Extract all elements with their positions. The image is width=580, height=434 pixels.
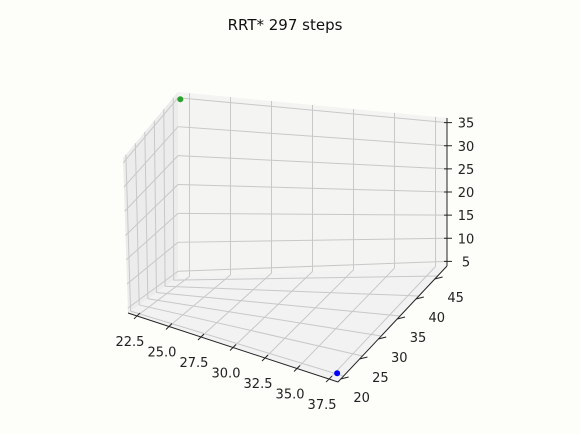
x-tick-mark (293, 365, 301, 372)
x-tick-mark (165, 323, 173, 330)
gridline-x-floor (328, 266, 436, 380)
gridline-z-left (127, 270, 179, 309)
y-tick-label: 45 (447, 291, 464, 306)
gridline-z-back (177, 184, 448, 193)
gridline-z-left (122, 97, 179, 164)
gridline-z-left (125, 213, 179, 261)
z-tick-label: 5 (462, 255, 470, 270)
x-tick-mark (261, 354, 269, 362)
x-tick-label: 27.5 (180, 356, 209, 371)
gridline-y-floor (165, 285, 419, 297)
scatter-points (177, 96, 341, 377)
x-tick-label: 32.5 (244, 377, 273, 392)
y-tick-label: 30 (391, 351, 408, 366)
axes-gridlines (122, 93, 448, 380)
gridline-z-left (126, 241, 179, 285)
gridline-y-floor (139, 304, 363, 357)
gridline-x-floor (168, 274, 231, 327)
chart-title: RRT* 297 steps (228, 16, 343, 34)
y-tick-label: 25 (372, 371, 389, 386)
scatter-point (334, 370, 341, 377)
floor-pane (128, 266, 447, 382)
y-tick-label: 40 (429, 311, 446, 326)
x-tick-mark (133, 312, 141, 320)
y-tick-mark (378, 336, 387, 340)
y-tick-mark (415, 296, 424, 300)
y-tick-label: 20 (353, 391, 370, 406)
x-tick-label: 37.5 (308, 398, 337, 413)
z-tick-label: 35 (458, 117, 475, 132)
z-tick-label: 25 (458, 163, 475, 178)
y-tick-mark (340, 376, 349, 380)
y-tick-mark (434, 276, 443, 280)
y-tick-mark (396, 316, 406, 320)
gridline-y-floor (173, 275, 438, 281)
gridline-z-back (177, 260, 448, 272)
y-axis-line (337, 265, 448, 383)
x-tick-mark (325, 375, 333, 383)
gridline-x-floor (264, 269, 354, 359)
x-tick-label: 35.0 (276, 388, 305, 403)
gridline-z-back (177, 155, 448, 170)
z-tick-label: 10 (458, 232, 475, 247)
gridline-z-left (125, 184, 179, 236)
z-tick-label: 20 (458, 186, 475, 201)
z-tick-label: 30 (458, 140, 475, 155)
gridline-x-floor (232, 271, 313, 348)
x-tick-label: 22.5 (115, 335, 144, 350)
x-tick-label: 30.0 (212, 367, 241, 382)
gridline-y-floor (156, 292, 401, 317)
gridline-z-back (177, 212, 448, 216)
gridline-x-floor (136, 276, 190, 317)
x-tick-mark (229, 344, 237, 351)
y-tick-label: 35 (410, 331, 427, 346)
gridline-y-floor (147, 298, 382, 337)
y-tick-mark (359, 356, 368, 360)
gridline-z-back (177, 237, 448, 243)
axes-ticks: 22.525.027.530.032.535.037.5 202530354045… (115, 117, 474, 413)
scatter-point (177, 96, 184, 103)
gridline-z-back (177, 126, 448, 147)
x-tick-mark (197, 333, 205, 341)
gridline-y-floor (130, 310, 344, 377)
z-tick-label: 15 (458, 209, 475, 224)
gridline-z-left (123, 126, 179, 188)
x-tick-label: 25.0 (147, 345, 176, 360)
gridline-z-back (177, 97, 448, 124)
gridline-z-left (124, 155, 179, 212)
gridline-x-floor (296, 267, 395, 369)
gridline-x-floor (200, 272, 272, 338)
